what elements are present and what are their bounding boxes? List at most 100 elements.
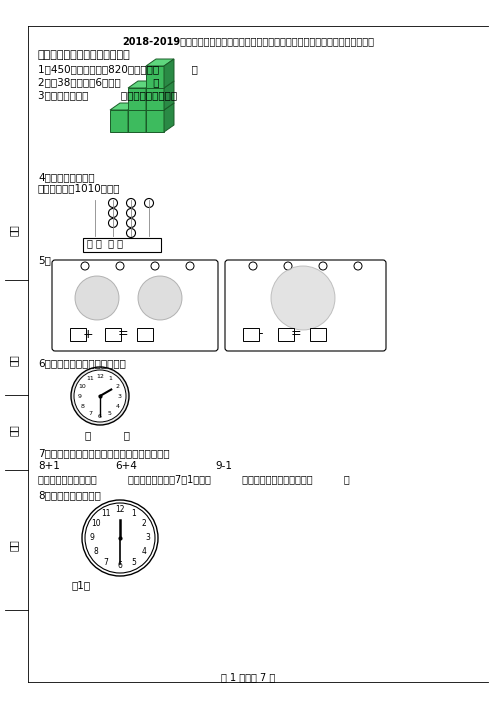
Circle shape <box>126 228 135 237</box>
Circle shape <box>85 503 155 573</box>
Circle shape <box>126 199 135 208</box>
Text: 6+4: 6+4 <box>115 461 137 471</box>
Text: 6: 6 <box>118 562 123 571</box>
Circle shape <box>81 262 89 270</box>
Text: 7: 7 <box>104 558 109 567</box>
Text: 3: 3 <box>118 394 122 399</box>
Circle shape <box>151 262 159 270</box>
Text: 8: 8 <box>81 404 85 409</box>
Text: 5: 5 <box>131 558 136 567</box>
Bar <box>83 238 161 252</box>
Polygon shape <box>128 110 146 132</box>
Polygon shape <box>110 103 138 110</box>
Text: 2018-2019年张家口市宣化县洋河南镇头台子中心校一年级上册数学期末总复习无答案: 2018-2019年张家口市宣化县洋河南镇头台子中心校一年级上册数学期末总复习无… <box>122 36 374 46</box>
Text: 9: 9 <box>90 534 94 543</box>
Bar <box>310 328 326 341</box>
Text: +: + <box>83 328 93 340</box>
Polygon shape <box>128 103 156 110</box>
Text: 8: 8 <box>93 548 98 557</box>
Polygon shape <box>164 81 174 110</box>
Text: -: - <box>259 328 263 340</box>
Circle shape <box>75 276 119 320</box>
Bar <box>278 328 294 341</box>
Text: 我排在前，最大，我是          ；我排在中间，比7多1，我是          ；我排在最后，最小，我是          。: 我排在前，最大，我是 ；我排在中间，比7多1，我是 ；我排在最后，最小，我是 。 <box>38 474 350 484</box>
Polygon shape <box>164 59 174 88</box>
Text: 5: 5 <box>108 411 112 416</box>
Circle shape <box>116 262 124 270</box>
Polygon shape <box>110 110 128 132</box>
Text: 一、想一想，填一填（填空题）: 一、想一想，填一填（填空题） <box>38 50 131 60</box>
Text: 9-1: 9-1 <box>215 461 232 471</box>
Text: 1: 1 <box>131 509 136 518</box>
Polygon shape <box>128 88 146 110</box>
Polygon shape <box>128 81 156 88</box>
Text: 11: 11 <box>101 509 111 518</box>
FancyBboxPatch shape <box>225 260 386 351</box>
Circle shape <box>109 199 118 208</box>
Text: 11: 11 <box>86 376 94 381</box>
Polygon shape <box>146 59 174 66</box>
Polygon shape <box>146 88 164 110</box>
Circle shape <box>138 276 182 320</box>
Bar <box>243 328 259 341</box>
Text: 1: 1 <box>108 376 112 381</box>
Text: 5．: 5． <box>38 255 51 265</box>
Bar <box>70 328 86 341</box>
Circle shape <box>249 262 257 270</box>
Text: 7．算一算，比一比，填一填（直接写算式）。: 7．算一算，比一比，填一填（直接写算式）。 <box>38 448 170 458</box>
Text: 分数: 分数 <box>9 224 19 236</box>
Text: 4: 4 <box>142 548 147 557</box>
Circle shape <box>319 262 327 270</box>
Text: 10: 10 <box>91 519 101 529</box>
Polygon shape <box>146 103 174 110</box>
Text: （1）: （1） <box>72 580 91 590</box>
Text: 12: 12 <box>96 373 104 378</box>
Polygon shape <box>146 66 164 88</box>
Text: 8+1: 8+1 <box>38 461 60 471</box>
Circle shape <box>109 208 118 218</box>
Text: 2: 2 <box>142 519 147 529</box>
Circle shape <box>126 208 135 218</box>
Text: 班级: 班级 <box>9 424 19 436</box>
Circle shape <box>71 367 129 425</box>
Polygon shape <box>146 81 174 88</box>
Polygon shape <box>146 103 156 132</box>
Circle shape <box>74 370 126 422</box>
Text: 题号: 题号 <box>9 539 19 551</box>
FancyBboxPatch shape <box>52 260 218 351</box>
Circle shape <box>284 262 292 270</box>
Bar <box>105 328 121 341</box>
Text: 12: 12 <box>115 505 125 515</box>
Text: =: = <box>291 328 301 340</box>
Circle shape <box>82 500 158 576</box>
Text: 千 百  十 个: 千 百 十 个 <box>87 238 123 248</box>
Text: 2: 2 <box>115 383 120 388</box>
Text: 8．写出下面的时刻。: 8．写出下面的时刻。 <box>38 490 101 500</box>
Circle shape <box>109 218 118 227</box>
Circle shape <box>354 262 362 270</box>
Circle shape <box>144 199 153 208</box>
Text: 比该计数器多1010的数。: 比该计数器多1010的数。 <box>38 183 121 193</box>
Text: 1．450加上一个数得820，这个数是          ？: 1．450加上一个数得820，这个数是 ？ <box>38 64 198 74</box>
Text: =: = <box>118 328 128 340</box>
Circle shape <box>126 218 135 227</box>
Text: 7: 7 <box>88 411 92 416</box>
Text: 4: 4 <box>115 404 120 409</box>
Text: 2．从38数起的第6个数是          。: 2．从38数起的第6个数是 。 <box>38 77 160 87</box>
Text: 6．你知道钟面表示的时间吗？: 6．你知道钟面表示的时间吗？ <box>38 358 126 368</box>
Text: 9: 9 <box>78 394 82 399</box>
Text: 6: 6 <box>98 413 102 418</box>
Circle shape <box>186 262 194 270</box>
Circle shape <box>271 266 335 330</box>
Text: 10: 10 <box>79 383 87 388</box>
Text: 第 1 页，共 7 页: 第 1 页，共 7 页 <box>221 672 275 682</box>
Text: 3: 3 <box>145 534 150 543</box>
Text: 3．下面图形是由          个小长方体搭成的？: 3．下面图形是由 个小长方体搭成的？ <box>38 90 177 100</box>
Bar <box>137 328 153 341</box>
Text: 姓名: 姓名 <box>9 354 19 366</box>
Text: 时          分: 时 分 <box>85 430 130 440</box>
Polygon shape <box>164 103 174 132</box>
Polygon shape <box>128 103 138 132</box>
Polygon shape <box>146 81 156 110</box>
Text: 4．按要求画一面。: 4．按要求画一面。 <box>38 172 95 182</box>
